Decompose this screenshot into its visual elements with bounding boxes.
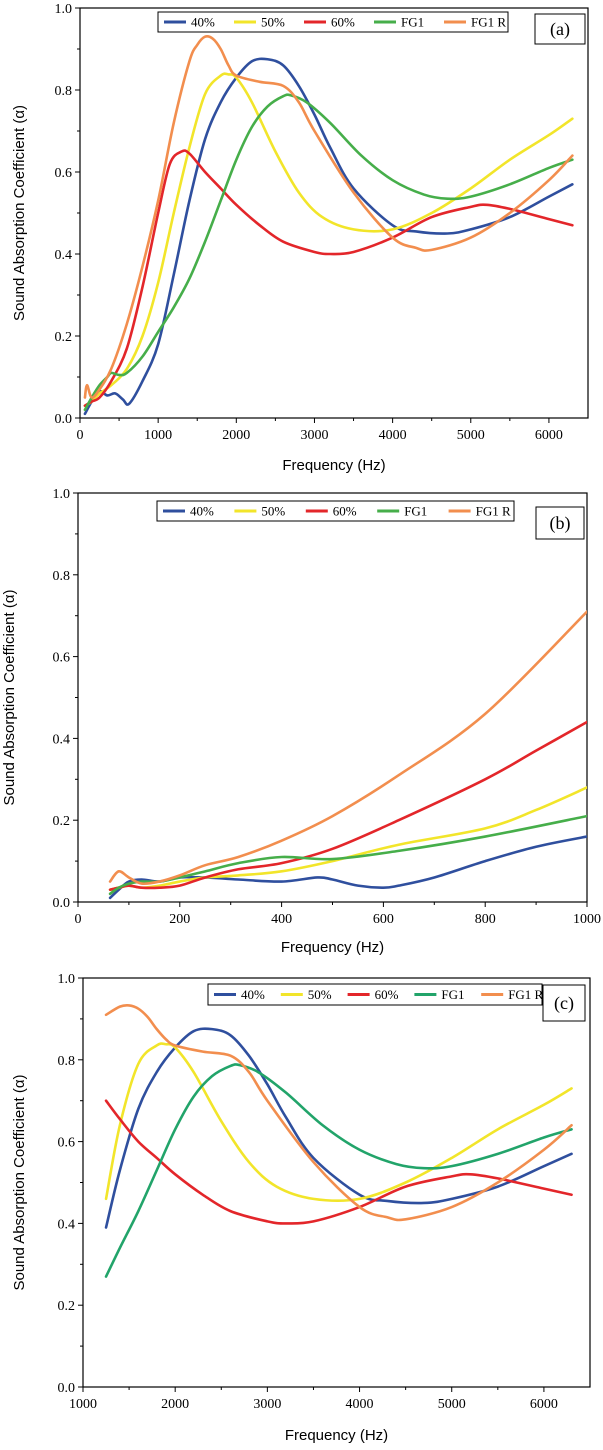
y-tick-label: 0.4: [58, 1217, 76, 1232]
legend-box: [156, 500, 515, 522]
legend-label: 50%: [261, 15, 285, 30]
x-tick-label: 0: [77, 428, 84, 443]
y-axis-title: Sound Absorption Coefficient (α): [11, 1074, 28, 1290]
x-tick-label: 2000: [161, 1397, 189, 1412]
legend-label: FG1 R: [476, 504, 511, 519]
series-line-40-: [104, 1027, 573, 1229]
series-line-40-: [83, 57, 574, 416]
legend-box: [207, 983, 543, 1006]
x-tick-label: 200: [169, 912, 190, 927]
chart-panel-2: 0 200 400 600 800 1000 0.0 0.2 0.4 0.6 0.8 1.0 Frequ…: [1, 487, 601, 956]
y-tick-label: 0.8: [58, 1054, 76, 1069]
y-tick-label: 1.0: [55, 2, 73, 17]
x-tick-label: 1000: [144, 428, 172, 443]
x-axis-title: Frequency (Hz): [281, 939, 384, 956]
panel-label-box: [535, 506, 585, 540]
y-tick-label: 0.6: [55, 166, 73, 181]
series-line-fg1: [108, 814, 587, 896]
x-tick-label: 1000: [69, 1397, 97, 1412]
x-tick-label: 400: [271, 912, 292, 927]
y-tick-label: 1.0: [58, 972, 76, 987]
y-axis-title: Sound Absorption Coefficient (α): [11, 105, 28, 321]
panel-label: (a): [550, 19, 570, 40]
y-tick-label: 0.6: [58, 1136, 76, 1151]
series-line-60-: [104, 1099, 573, 1225]
series-line-60-: [108, 720, 587, 892]
legend-label: 60%: [331, 15, 355, 30]
panel-label-box: [534, 13, 586, 45]
y-tick-label: 0.0: [53, 896, 71, 911]
legend-label: FG1: [404, 504, 427, 519]
y-tick-label: 0.2: [55, 330, 73, 345]
x-tick-label: 600: [373, 912, 394, 927]
series-line-fg1: [104, 1063, 573, 1278]
legend-label: FG1: [401, 15, 424, 30]
legend-label: 60%: [375, 987, 399, 1002]
x-tick-label: 1000: [573, 912, 601, 927]
y-tick-label: 0.4: [55, 248, 73, 263]
x-axis-title: Frequency (Hz): [285, 1427, 388, 1444]
x-axis-title: Frequency (Hz): [282, 457, 385, 474]
x-tick-label: 4000: [346, 1397, 374, 1412]
series-line-fg1-r: [104, 1003, 573, 1222]
y-tick-label: 0.2: [58, 1299, 76, 1314]
x-tick-label: 3000: [253, 1397, 281, 1412]
x-tick-label: 5000: [457, 428, 485, 443]
legend-label: 50%: [261, 504, 285, 519]
chart-panel-1: 0 1000 2000 3000 4000 5000 6000 0.0 0.2 0.4 0.6 0.8…: [11, 2, 589, 474]
legend-label: FG1: [441, 987, 464, 1002]
y-tick-label: 0.0: [58, 1381, 76, 1396]
x-tick-label: 6000: [530, 1397, 558, 1412]
x-tick-label: 800: [475, 912, 496, 927]
series-line-50-: [83, 72, 574, 407]
y-tick-label: 0.6: [53, 651, 71, 666]
y-tick-label: 0.8: [53, 569, 71, 584]
series-line-50-: [104, 1042, 573, 1202]
y-tick-label: 0.8: [55, 84, 73, 99]
legend-label: 40%: [190, 504, 214, 519]
x-tick-label: 2000: [222, 428, 250, 443]
series-group: [83, 34, 574, 416]
panel-label-box: [542, 984, 586, 1022]
x-tick-label: 5000: [438, 1397, 466, 1412]
panel-label: (b): [550, 513, 571, 534]
legend-box: [157, 11, 509, 33]
legend-label: FG1 R: [508, 987, 543, 1002]
legend-label: 40%: [191, 15, 215, 30]
series-line-60-: [83, 149, 574, 407]
x-tick-label: 0: [75, 912, 82, 927]
series-group: [108, 610, 587, 900]
plot-frame: [77, 492, 588, 903]
series-line-fg1-r: [83, 34, 574, 399]
y-tick-label: 1.0: [53, 487, 71, 502]
legend-label: 50%: [308, 987, 332, 1002]
y-axis-title: Sound Absorption Coefficient (α): [1, 589, 18, 805]
legend-label: FG1 R: [471, 15, 506, 30]
series-group: [104, 1003, 573, 1278]
series-line-fg1: [83, 93, 574, 412]
x-tick-label: 4000: [379, 428, 407, 443]
series-line-fg1-r: [108, 610, 587, 886]
chart-panel-3: 1000 2000 3000 4000 5000 6000 0.0 0.2 0.4 0.6 0.8 1…: [11, 972, 591, 1444]
legend-label: 60%: [333, 504, 357, 519]
legend-label: 40%: [241, 987, 265, 1002]
x-tick-label: 6000: [535, 428, 563, 443]
x-tick-label: 3000: [300, 428, 328, 443]
y-tick-label: 0.2: [53, 814, 71, 829]
y-tick-label: 0.0: [55, 412, 73, 427]
y-tick-label: 0.4: [53, 732, 71, 747]
panel-label: (c): [554, 993, 574, 1014]
series-line-40-: [108, 835, 587, 900]
